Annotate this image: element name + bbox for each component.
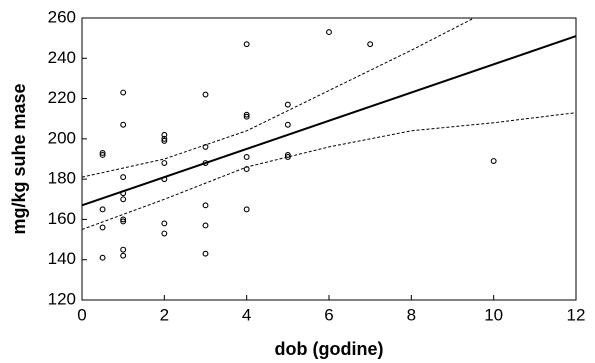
data-point [99,150,106,156]
x-tick-label: 4 [242,305,251,324]
data-point [284,152,291,158]
data-point [120,196,127,203]
data-point [120,89,127,96]
y-tick-label: 180 [48,169,76,188]
x-axis-label: dob (godine) [275,339,384,359]
data-point [161,137,168,144]
data-point [490,158,497,164]
plot-area [82,18,576,261]
data-point [202,91,209,98]
data-point [243,41,250,48]
data-point [161,131,168,138]
data-point [367,41,374,48]
data-point [120,121,127,128]
data-point [120,246,127,253]
x-tick-label: 6 [324,305,333,324]
confidence-band [82,18,476,178]
data-point [120,216,127,223]
data-point [99,152,106,158]
data-point [99,254,106,261]
data-point [120,252,127,259]
data-point [243,113,250,120]
y-tick-label: 260 [48,7,76,26]
data-point [161,230,168,237]
plot-frame [81,17,577,301]
data-point [243,111,250,118]
x-tick-label: 12 [567,305,586,324]
data-point [202,250,209,257]
data-point [161,160,168,166]
data-point [99,206,106,213]
data-point [284,121,291,128]
data-point [243,206,250,213]
x-tick-label: 2 [160,305,169,324]
data-point [202,202,209,209]
x-tick-label: 0 [77,305,86,324]
data-point [243,154,250,160]
y-axis-label: mg/kg suhe mase [9,83,29,234]
y-tick-label: 140 [48,249,76,268]
data-point [99,224,106,231]
data-point [161,135,168,142]
x-tick-label: 8 [407,305,416,324]
data-point [120,218,127,225]
x-tick-label: 10 [484,305,503,324]
data-point [202,222,209,229]
y-tick-label: 240 [48,48,76,67]
data-point [161,220,168,227]
confidence-band [82,112,576,230]
data-point [326,29,332,36]
data-point [284,154,291,160]
y-tick-label: 120 [48,289,76,308]
y-tick-label: 160 [48,209,76,228]
data-point [284,101,291,108]
data-point [120,174,127,181]
regression-line [82,35,576,207]
y-tick-label: 200 [48,128,76,147]
y-tick-label: 220 [48,88,76,107]
